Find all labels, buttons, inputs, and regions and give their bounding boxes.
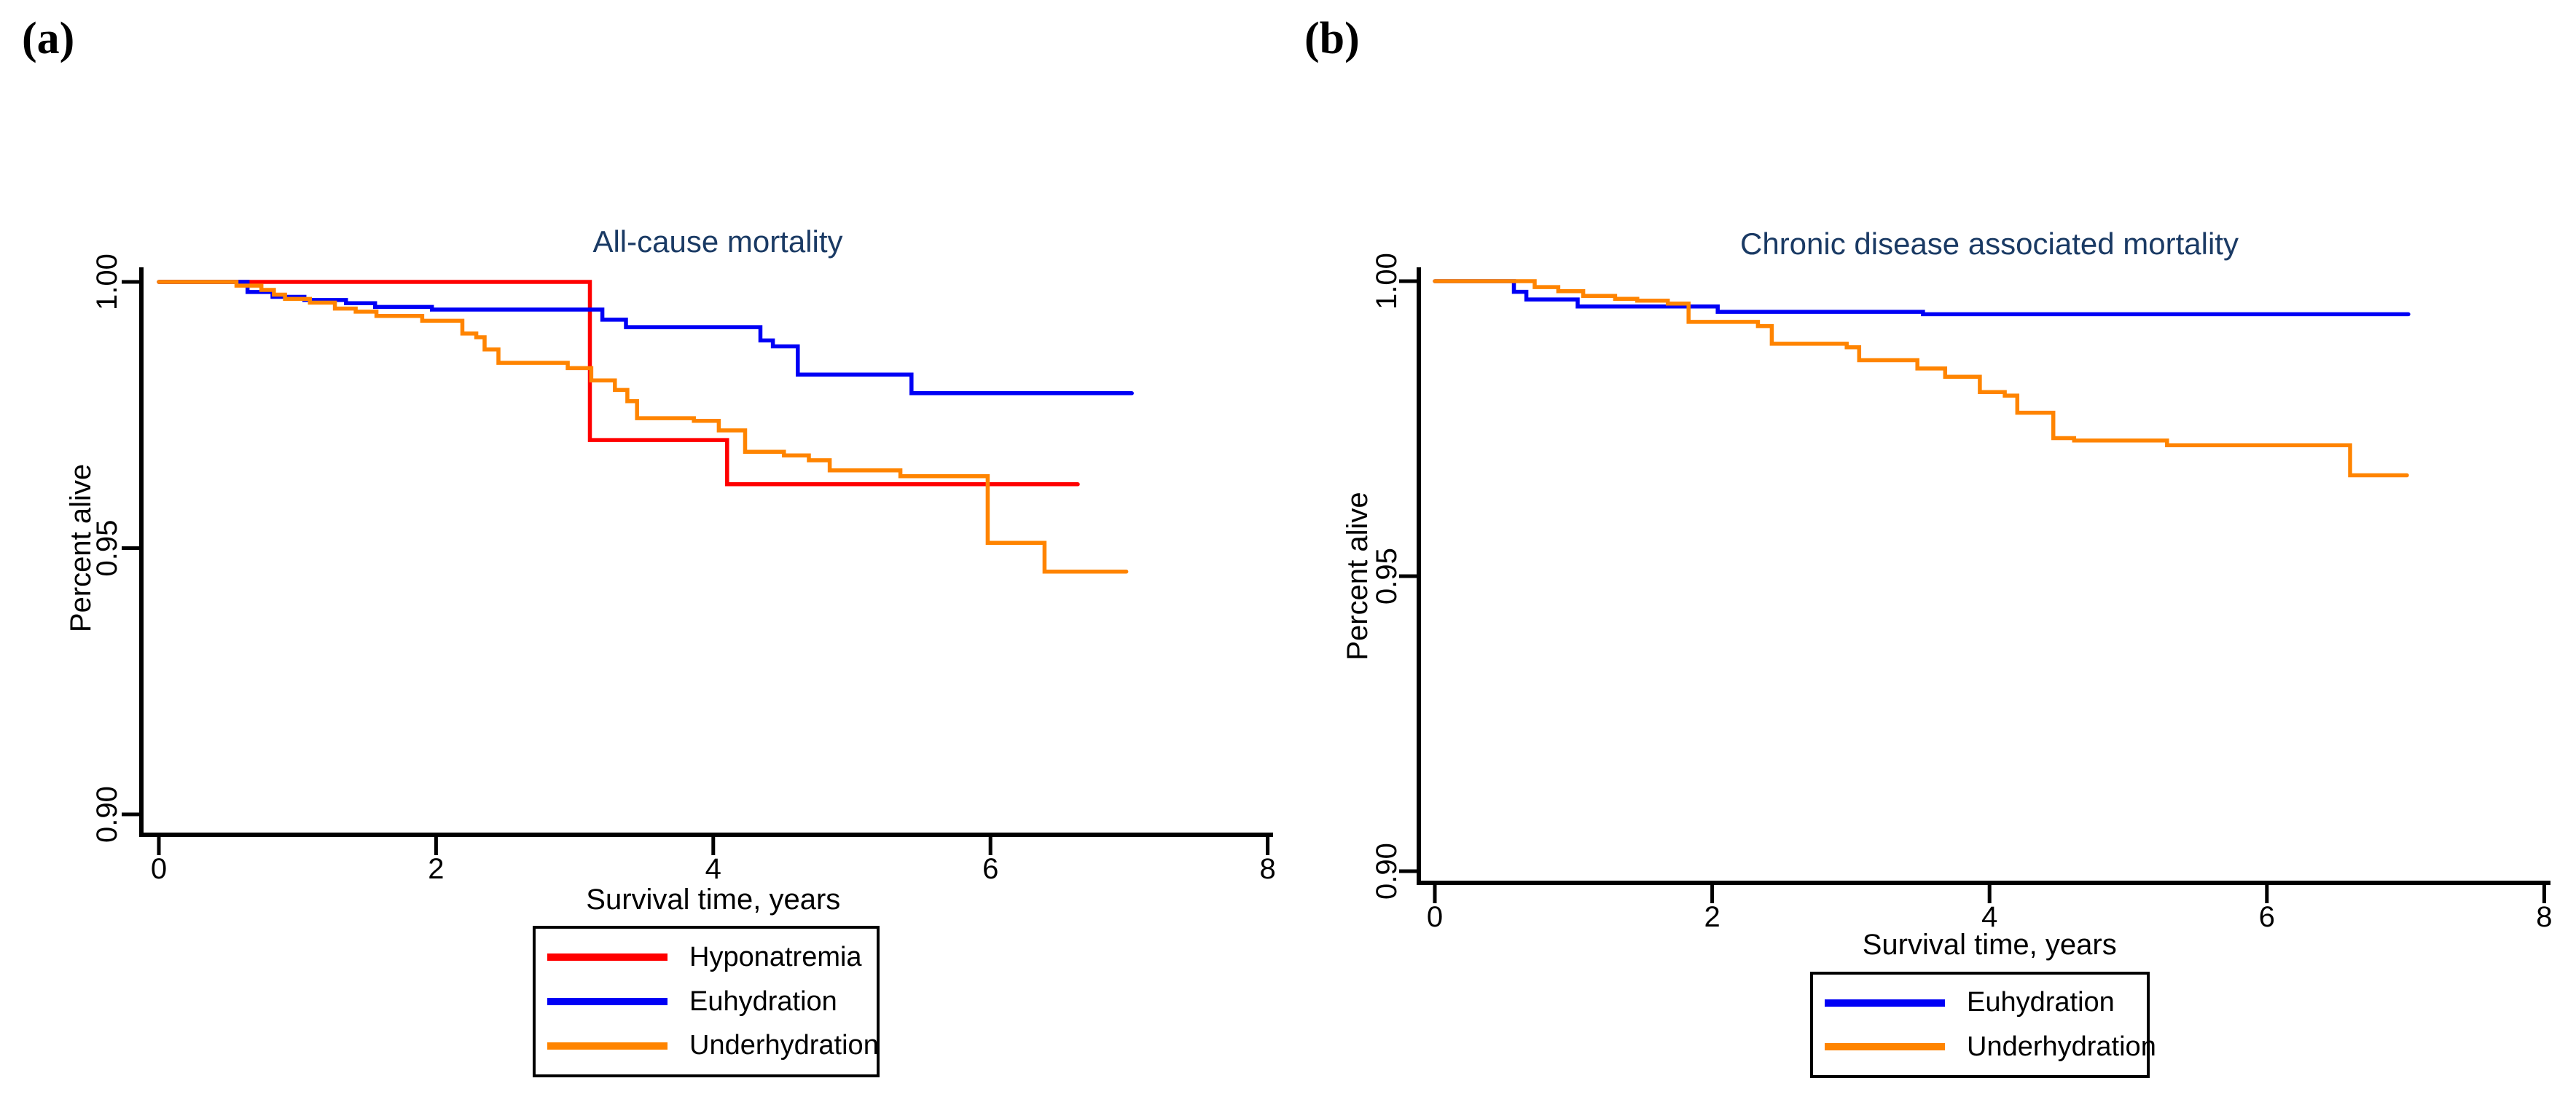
legend-line-swatch-euhydration xyxy=(1825,999,1945,1007)
chart-title: Chronic disease associated mortality xyxy=(1740,227,2239,261)
legend-item: Euhydration xyxy=(1825,987,2147,1018)
panel-a-label: (a) xyxy=(22,14,75,63)
legend-item: Euhydration xyxy=(547,986,877,1018)
x-tick-label: 0 xyxy=(151,853,167,885)
x-tick-label: 8 xyxy=(1259,853,1275,885)
y-tick-label: 0.90 xyxy=(1371,843,1403,900)
legend-item: Underhydration xyxy=(1825,1031,2156,1063)
legend-line-swatch-underhydration xyxy=(547,1042,668,1050)
x-tick-label: 0 xyxy=(1427,901,1443,933)
x-axis-title: Survival time, years xyxy=(586,884,840,916)
x-tick-label: 4 xyxy=(705,853,721,885)
legend-item-label: Underhydration xyxy=(689,1030,879,1061)
legend-item-label: Underhydration xyxy=(1967,1031,2156,1062)
legend-box-a: Hyponatremia Euhydration Underhydration xyxy=(533,926,880,1077)
y-axis-title: Percent alive xyxy=(1342,492,1374,660)
legend-item-label: Euhydration xyxy=(689,986,837,1017)
legend-box-b: Euhydration Underhydration xyxy=(1810,972,2156,1078)
panel-b-plot: 1.00 0.95 0.90 0 2 4 6 8 Percent alive Survival t… xyxy=(1342,227,2553,961)
series-path-underhydration xyxy=(157,280,1129,574)
legend-line-swatch-underhydration xyxy=(1825,1043,1945,1051)
series-path-euhydration xyxy=(157,280,1134,396)
legend-line-swatch-euhydration xyxy=(547,998,668,1005)
x-tick-label: 6 xyxy=(982,853,998,885)
chart-title: All-cause mortality xyxy=(592,224,842,259)
x-axis-title: Survival time, years xyxy=(1863,929,2117,961)
y-tick-label: 0.95 xyxy=(91,520,123,577)
x-tick-label: 6 xyxy=(2259,901,2275,933)
y-tick-label: 0.95 xyxy=(1371,548,1403,605)
series-path-euhydration xyxy=(1433,279,2411,317)
panel-a-plot: 1.00 0.95 0.90 0 2 4 6 8 Percent alive Survival t… xyxy=(65,224,1276,916)
x-tick-label: 8 xyxy=(2536,901,2552,933)
legend-item-label: Hyponatremia xyxy=(689,941,862,972)
panel-b-label: (b) xyxy=(1304,14,1360,63)
legend-item: Underhydration xyxy=(547,1030,879,1061)
y-tick-label: 1.00 xyxy=(1371,253,1403,310)
x-tick-label: 2 xyxy=(1704,901,1720,933)
y-axis-title: Percent alive xyxy=(65,464,97,632)
x-tick-label: 2 xyxy=(428,853,444,885)
x-tick-label: 4 xyxy=(1981,901,1997,933)
y-tick-label: 1.00 xyxy=(91,253,123,310)
series-path-underhydration xyxy=(1433,279,2409,478)
series-path-hyponatremia xyxy=(157,280,1080,487)
legend-item-label: Euhydration xyxy=(1967,987,2115,1018)
legend-line-swatch-hyponatremia xyxy=(547,953,668,962)
legend-item: Hyponatremia xyxy=(547,942,877,973)
y-tick-label: 0.90 xyxy=(91,786,123,843)
